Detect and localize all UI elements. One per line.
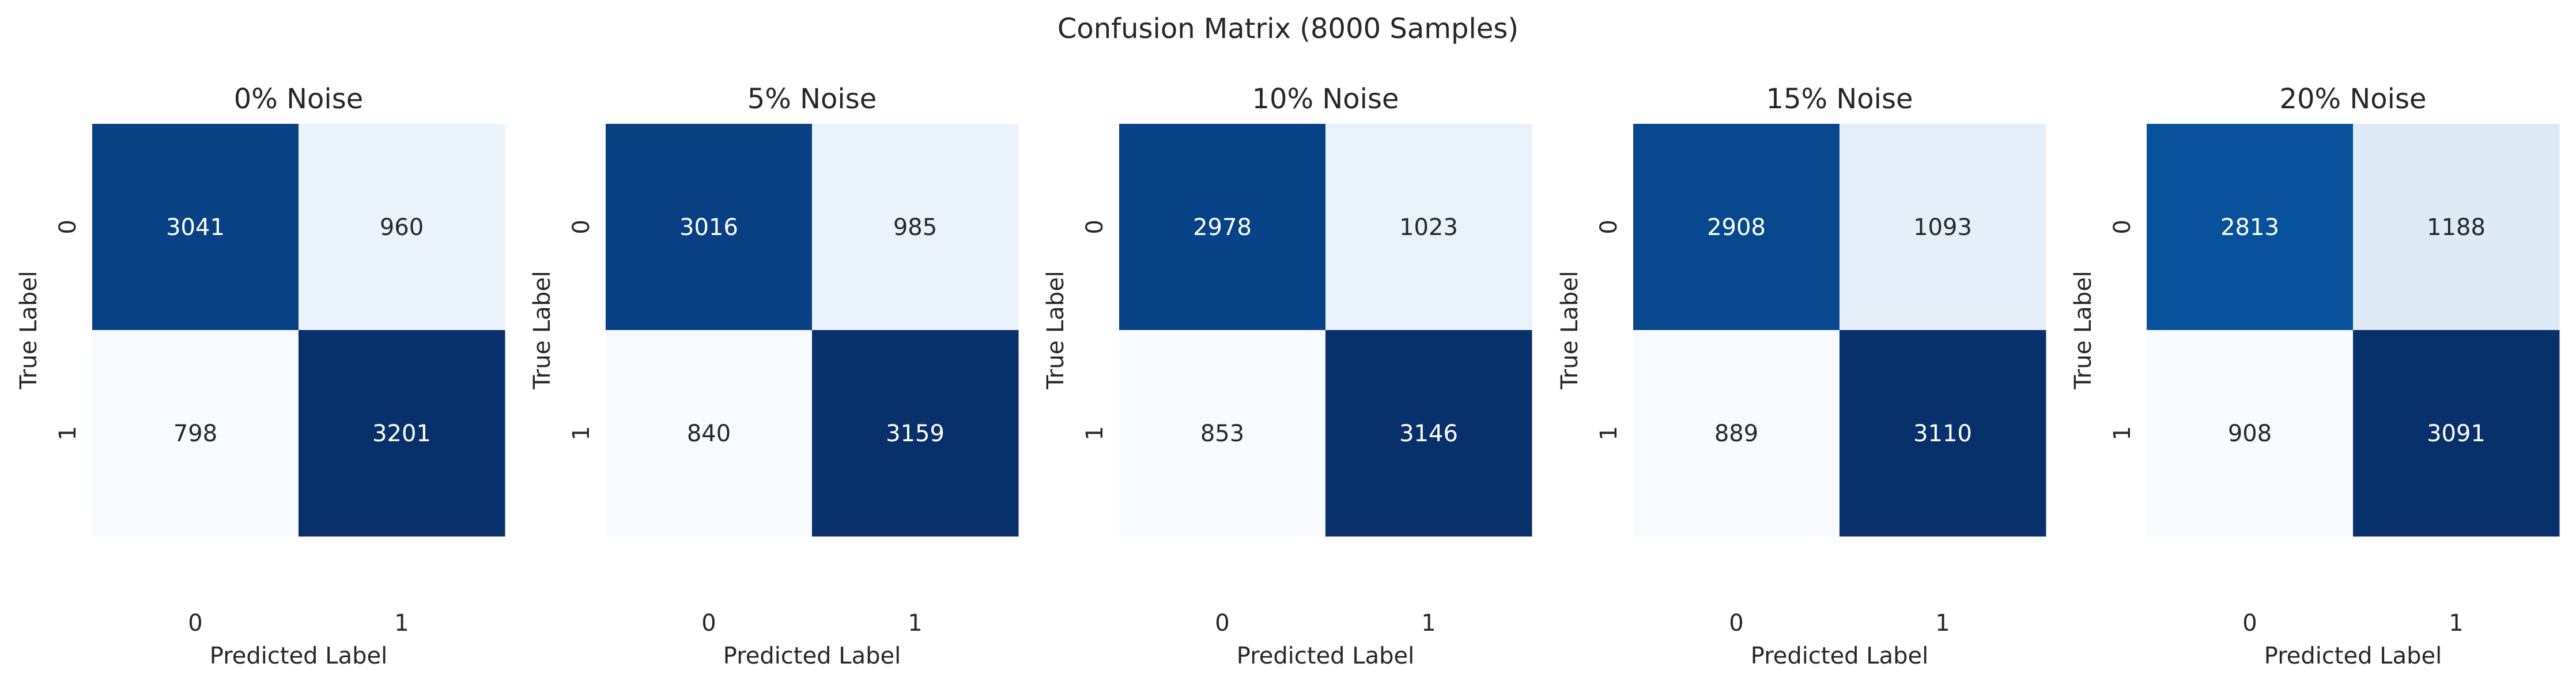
cell-value: 3110 [1913,420,1972,447]
x-tick-label: 1 [2449,610,2463,636]
cell-value: 985 [893,214,937,241]
heatmap-panel: 10% Noise 2978 1023 853 3146 0 1 0 1 Predicted La… [1043,83,1532,669]
cell-value: 1093 [1913,214,1972,241]
figure-title: Confusion Matrix (8000 Samples) [1057,13,1519,45]
heatmap-cell [92,330,299,537]
y-tick-label: 0 [568,219,595,234]
heatmap-cell [812,124,1019,331]
cell-value: 3201 [372,420,431,447]
heatmap-cell [812,330,1019,537]
heatmap-panel: 15% Noise 2908 1093 889 3110 0 1 0 1 Predicted La… [1557,83,2046,669]
cell-value: 889 [1714,420,1758,447]
y-tick-label: 0 [2109,219,2136,234]
heatmap-cell [1325,124,1532,331]
heatmap-cell [2147,330,2354,537]
cell-value: 908 [2228,420,2272,447]
heatmap-cell [606,330,813,537]
x-tick-label: 0 [1215,610,1229,636]
cell-value: 840 [687,420,731,447]
y-axis-label: True Label [529,271,556,390]
heatmap-cell [1119,124,1326,331]
cell-value: 2813 [2220,214,2279,241]
cell-value: 3016 [679,214,738,241]
panel-title: 0% Noise [234,83,364,115]
y-tick-label: 0 [1082,219,1108,234]
heatmap-cell [299,330,505,537]
panel-title: 10% Noise [1252,83,1399,115]
y-tick-label: 0 [55,219,81,234]
x-axis-label: Predicted Label [723,643,901,669]
cell-value: 3091 [2427,420,2486,447]
cell-value: 3041 [166,214,225,241]
heatmap-panel: 5% Noise 3016 985 840 3159 0 1 0 1 Predicted Labe… [529,83,1019,669]
x-tick-label: 1 [1935,610,1950,636]
cell-value: 3146 [1399,420,1458,447]
cell-value: 2908 [1707,214,1766,241]
x-tick-label: 0 [1729,610,1743,636]
heatmap-cell [299,124,505,331]
x-tick-label: 0 [188,610,202,636]
heatmap-cell [92,124,299,331]
heatmap-cell [1633,330,1840,537]
cell-value: 3159 [886,420,945,447]
heatmap-cell [2353,330,2560,537]
heatmap-cell [1840,330,2046,537]
y-tick-label: 1 [55,426,81,440]
x-tick-label: 1 [1421,610,1436,636]
cell-value: 853 [1200,420,1244,447]
cell-value: 1023 [1399,214,1458,241]
y-axis-label: True Label [16,271,42,390]
y-tick-label: 1 [1082,426,1108,440]
heatmap-cell [606,124,813,331]
x-tick-label: 1 [394,610,409,636]
heatmap-panel: 20% Noise 2813 1188 908 3091 0 1 0 1 Predicted La… [2070,83,2560,669]
y-axis-label: True Label [2070,271,2097,390]
y-tick-label: 1 [1596,426,1622,440]
cell-value: 1188 [2427,214,2486,241]
heatmap-cell [1840,124,2046,331]
panel-title: 20% Noise [2279,83,2426,115]
x-tick-label: 1 [908,610,922,636]
y-tick-label: 1 [568,426,595,440]
heatmap-cell [1633,124,1840,331]
heatmap-cell [1119,330,1326,537]
heatmap-panel: 0% Noise 3041 960 798 3201 0 1 0 1 Predicted Labe… [16,83,505,669]
cell-value: 960 [380,214,424,241]
panel-title: 15% Noise [1766,83,1913,115]
heatmap-cell [2147,124,2354,331]
y-axis-label: True Label [1043,271,1069,390]
cell-value: 798 [173,420,217,447]
y-tick-label: 0 [1596,219,1622,234]
y-tick-label: 1 [2109,426,2136,440]
x-axis-label: Predicted Label [210,643,387,669]
heatmap-cell [1325,330,1532,537]
panel-title: 5% Noise [747,83,877,115]
x-axis-label: Predicted Label [1751,643,1928,669]
x-tick-label: 0 [2242,610,2257,636]
y-axis-label: True Label [1557,271,1583,390]
x-axis-label: Predicted Label [2264,643,2442,669]
x-tick-label: 0 [701,610,716,636]
x-axis-label: Predicted Label [1237,643,1414,669]
heatmap-cell [2353,124,2560,331]
cell-value: 2978 [1193,214,1252,241]
